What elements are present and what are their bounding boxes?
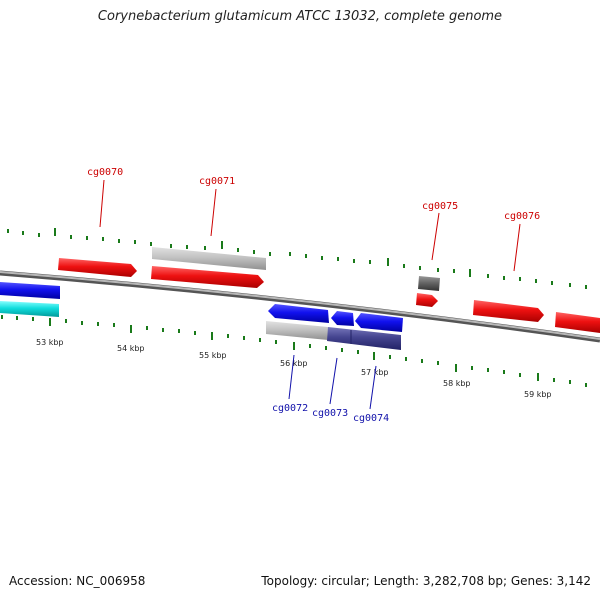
gene-cg0073-arrow[interactable] xyxy=(331,311,354,326)
gene-label-cg0072[interactable]: cg0072 xyxy=(272,403,308,414)
gene-cyan-left[interactable] xyxy=(0,301,59,317)
gene-label-cg0073[interactable]: cg0073 xyxy=(312,408,348,419)
lower-tick-row xyxy=(1,315,587,387)
gene-cg0075-arrow[interactable] xyxy=(416,293,438,307)
gene-cg0074-arrow[interactable] xyxy=(355,313,403,332)
scale-label-59: 59 kbp xyxy=(524,390,552,399)
gene-label-cg0076[interactable]: cg0076 xyxy=(504,211,540,222)
upper-tick-row xyxy=(7,228,587,289)
gene-cg0072-arrow[interactable] xyxy=(268,304,329,323)
scale-label-55: 55 kbp xyxy=(199,351,227,360)
gene-cg0071-arrow[interactable] xyxy=(151,266,264,288)
scale-label-58: 58 kbp xyxy=(443,379,471,388)
scale-label-53: 53 kbp xyxy=(36,338,64,347)
topology-text: Topology: circular; Length: 3,282,708 bp… xyxy=(261,574,591,588)
gene-grey-lower[interactable] xyxy=(266,321,328,340)
gene-blue-left[interactable] xyxy=(0,282,60,299)
gene-navy-lower[interactable] xyxy=(327,327,401,350)
gene-cg0076-arrow[interactable] xyxy=(473,300,544,322)
accession-text: Accession: NC_006958 xyxy=(9,574,146,588)
gene-grey-upper[interactable] xyxy=(152,247,266,270)
gene-cg0070-arrow[interactable] xyxy=(58,258,137,277)
gene-label-cg0071[interactable]: cg0071 xyxy=(199,176,235,187)
genome-backbone-highlight xyxy=(0,271,600,340)
scale-label-54: 54 kbp xyxy=(117,344,145,353)
scale-label-56: 56 kbp xyxy=(280,359,308,368)
gene-label-cg0075[interactable]: cg0075 xyxy=(422,201,458,212)
reverse-label-leaders xyxy=(288,354,377,410)
gene-red-edge-arrow[interactable] xyxy=(555,312,600,333)
gene-label-cg0074[interactable]: cg0074 xyxy=(353,413,389,424)
gene-dark-grey-box[interactable] xyxy=(418,276,440,291)
map-title: Corynebacterium glutamicum ATCC 13032, c… xyxy=(97,9,503,24)
gene-label-cg0070[interactable]: cg0070 xyxy=(87,167,123,178)
forward-label-leaders xyxy=(99,179,521,272)
